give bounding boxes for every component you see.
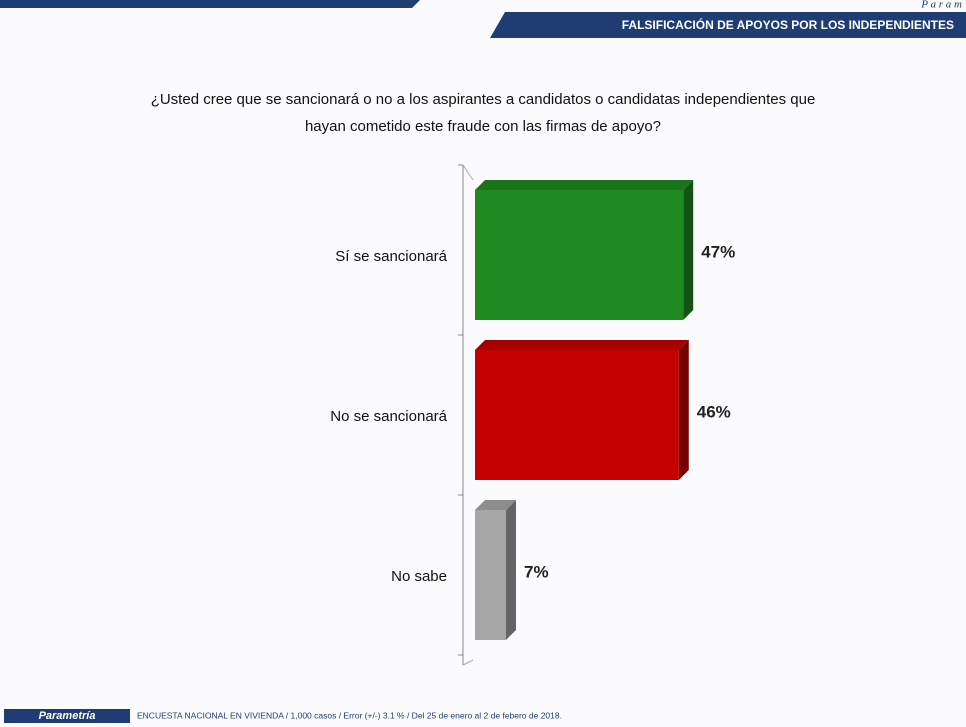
bar-top bbox=[475, 340, 689, 350]
category-label: No sabe bbox=[391, 568, 447, 585]
footer-logo-box bbox=[4, 709, 130, 723]
value-label: 46% bbox=[697, 402, 731, 421]
value-label: 7% bbox=[524, 562, 549, 581]
bar-side bbox=[683, 180, 694, 320]
brand: P a r a m bbox=[920, 0, 962, 11]
axis-depth bbox=[462, 659, 474, 666]
top-left-stripe bbox=[0, 0, 420, 8]
bar bbox=[475, 510, 507, 640]
category-label: Sí se sancionará bbox=[335, 248, 447, 265]
footer-logo: Parametría bbox=[39, 710, 96, 722]
value-label: 47% bbox=[701, 242, 735, 261]
header-bar bbox=[490, 12, 966, 38]
axis-depth bbox=[462, 164, 474, 181]
bar-side bbox=[506, 500, 517, 640]
chart-title: hayan cometido este fraude con las firma… bbox=[305, 118, 661, 135]
chart-title: ¿Usted cree que se sancionará o no a los… bbox=[151, 91, 816, 108]
section-title: FALSIFICACIÓN DE APOYOS POR LOS INDEPEND… bbox=[622, 17, 954, 32]
bar-side bbox=[678, 340, 689, 480]
bar-top bbox=[475, 180, 694, 190]
footer-note: ENCUESTA NACIONAL EN VIVIENDA / 1,000 ca… bbox=[137, 710, 562, 720]
bar-top bbox=[475, 500, 517, 510]
bar bbox=[475, 350, 679, 480]
category-label: No se sancionará bbox=[330, 408, 447, 425]
chart: ¿Usted cree que se sancionará o no a los… bbox=[151, 91, 816, 666]
bar bbox=[475, 190, 684, 320]
